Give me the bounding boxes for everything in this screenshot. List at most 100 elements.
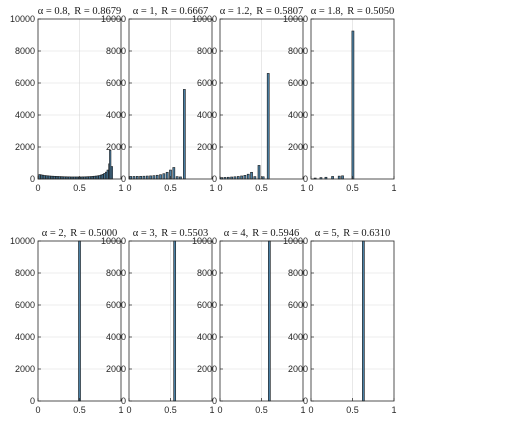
histogram-panel: 0 2000 4000 6000 8000 10000 0 0.5 1 α = 1.8, R = 0… [283, 6, 397, 193]
y-tick-label: 8000 [197, 268, 217, 278]
y-tick-label: 0 [121, 174, 126, 184]
y-tick-label: 2000 [197, 364, 217, 374]
histogram-bar [142, 175, 146, 180]
y-tick-label: 6000 [106, 300, 126, 310]
histogram-bar [78, 240, 81, 402]
histogram-bar [149, 175, 152, 180]
y-tick-label: 10000 [283, 14, 308, 24]
histogram-bar [162, 173, 166, 180]
histogram-panel: 0 2000 4000 6000 8000 10000 0 0.5 1 α = 1.2, R = 0… [192, 6, 306, 193]
y-tick-label: 4000 [288, 332, 308, 342]
panel-title: α = 3, R = 0.5503 [133, 228, 209, 239]
y-tick-label: 10000 [10, 14, 35, 24]
histogram-bar [109, 149, 112, 180]
y-tick-label: 10000 [192, 14, 217, 24]
x-tick-label: 0 [308, 405, 313, 415]
histogram-bar [152, 175, 156, 180]
title-alpha-part: α = 1.8, [311, 6, 343, 17]
title-r-part: R = 0.6667 [161, 6, 208, 17]
y-tick-label: 4000 [197, 110, 217, 120]
title-alpha-part: α = 2, [42, 228, 67, 239]
y-tick-label: 8000 [106, 268, 126, 278]
x-tick-label: 0.5 [346, 183, 359, 193]
y-tick-label: 0 [30, 396, 35, 406]
histogram-bar [40, 174, 43, 180]
histogram-bar [183, 89, 186, 180]
histogram-bar [155, 174, 159, 180]
y-tick-label: 8000 [288, 268, 308, 278]
title-alpha-part: α = 1, [133, 6, 158, 17]
x-tick-label: 0 [217, 183, 222, 193]
y-tick-label: 2000 [15, 142, 35, 152]
y-tick-label: 6000 [15, 78, 35, 88]
y-tick-label: 6000 [197, 300, 217, 310]
histogram-panel: 0 2000 4000 6000 8000 10000 0 0.5 1 α = 5, R = 0.6… [283, 228, 397, 415]
histogram-bar [165, 171, 169, 180]
y-tick-label: 10000 [101, 14, 126, 24]
histogram-bar [362, 240, 365, 402]
y-tick-label: 0 [30, 174, 35, 184]
title-r-part: R = 0.5807 [256, 6, 303, 17]
y-tick-label: 2000 [106, 364, 126, 374]
histogram-bar [240, 175, 243, 180]
title-alpha-part: α = 3, [133, 228, 158, 239]
y-tick-label: 6000 [106, 78, 126, 88]
histogram-bar [51, 175, 54, 180]
y-tick-label: 4000 [15, 332, 35, 342]
y-tick-label: 0 [212, 174, 217, 184]
y-tick-label: 4000 [288, 110, 308, 120]
histogram-bar [268, 240, 271, 402]
histogram-bar [46, 175, 50, 180]
title-alpha-part: α = 1.2, [220, 6, 252, 17]
histogram-bar [341, 175, 344, 180]
histogram-bar [173, 240, 177, 402]
y-tick-label: 8000 [15, 46, 35, 56]
x-tick-label: 0 [126, 405, 131, 415]
panel-title: α = 5, R = 0.6310 [315, 228, 391, 239]
title-alpha-part: α = 4, [224, 228, 249, 239]
histogram-bar [246, 173, 250, 180]
y-tick-label: 10000 [283, 236, 308, 246]
title-alpha-part: α = 0.8, [38, 6, 70, 17]
y-tick-label: 4000 [106, 110, 126, 120]
histogram-panel: 0 2000 4000 6000 8000 10000 0 0.5 1 α = 1, R = 0.6… [101, 6, 215, 193]
y-tick-label: 0 [121, 396, 126, 406]
x-tick-label: 1 [391, 405, 396, 415]
x-tick-label: 0.5 [164, 183, 177, 193]
histogram-bar [43, 175, 46, 180]
x-tick-label: 0.5 [73, 183, 86, 193]
histogram-bar [159, 174, 162, 180]
histogram-bar [48, 175, 51, 180]
x-tick-label: 0 [217, 405, 222, 415]
x-tick-label: 1 [118, 183, 123, 193]
y-tick-label: 2000 [15, 364, 35, 374]
histogram-bar [96, 175, 99, 180]
y-tick-label: 10000 [101, 236, 126, 246]
histogram-bar [53, 175, 56, 180]
title-r-part: R = 0.5946 [252, 228, 299, 239]
x-tick-label: 0.5 [255, 183, 268, 193]
x-tick-label: 0.5 [255, 405, 268, 415]
x-tick-label: 1 [391, 183, 396, 193]
histogram-bar [101, 174, 104, 180]
y-tick-label: 4000 [106, 332, 126, 342]
panel-title: α = 0.8, R = 0.8679 [38, 6, 122, 17]
y-tick-label: 10000 [192, 236, 217, 246]
histogram-bar [257, 165, 261, 180]
histogram-bar [351, 30, 355, 180]
y-tick-label: 4000 [15, 110, 35, 120]
y-tick-label: 8000 [288, 46, 308, 56]
x-tick-label: 1 [300, 405, 305, 415]
histogram-bar [105, 171, 108, 180]
y-tick-label: 2000 [288, 142, 308, 152]
x-tick-label: 1 [209, 405, 214, 415]
y-tick-label: 6000 [15, 300, 35, 310]
y-tick-label: 0 [303, 174, 308, 184]
histogram-bar [98, 175, 101, 180]
histogram-panel: 0 2000 4000 6000 8000 10000 0 0.5 1 α = 3, R = 0.5… [101, 228, 215, 415]
y-tick-label: 6000 [288, 78, 308, 88]
x-tick-label: 0.5 [346, 405, 359, 415]
histogram-bar [38, 174, 41, 180]
